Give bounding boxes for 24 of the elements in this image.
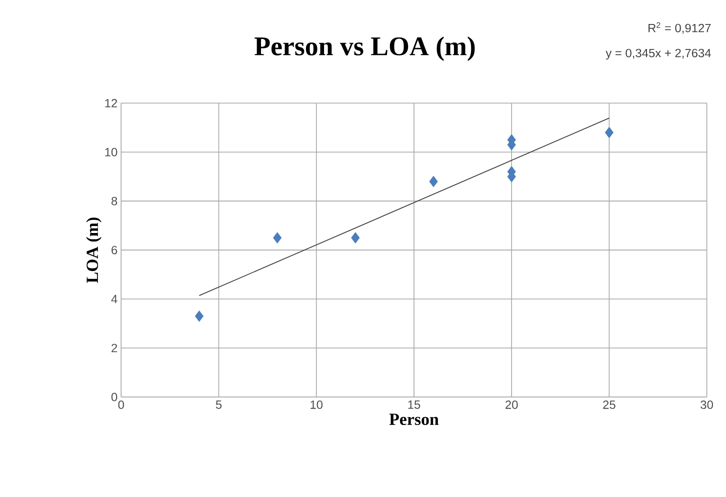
point xyxy=(194,310,204,322)
x-tick-label: 0 xyxy=(118,400,124,409)
point xyxy=(351,232,360,244)
y-tick-label: 0 xyxy=(111,392,118,402)
x-tick-label: 5 xyxy=(216,400,222,409)
text: y = 0,345x + 2,7634 xyxy=(606,48,711,60)
text: R$^{2}$ = 0,9127 xyxy=(648,22,711,34)
y-tick-label: 12 xyxy=(105,98,118,108)
x-axis-title: Person xyxy=(389,414,439,425)
y-tick-label: 6 xyxy=(112,246,118,254)
y-tick-label: 10 xyxy=(105,148,118,156)
x-tick-label: 15 xyxy=(408,400,420,409)
x-tick-label: 25 xyxy=(603,400,616,409)
y-axis-title: LOA (m) xyxy=(86,218,102,283)
y-tick-label: 4 xyxy=(111,294,118,304)
y-tick-label: 2 xyxy=(112,344,118,352)
point xyxy=(429,176,438,188)
point xyxy=(604,126,614,138)
x-tick-label: 20 xyxy=(506,400,518,409)
y-tick-label: 8 xyxy=(111,196,118,206)
x-tick-label: 10 xyxy=(310,400,323,409)
chart-title: Person vs LOA (m) xyxy=(254,36,475,61)
point xyxy=(273,232,282,244)
x-tick-label: 30 xyxy=(700,400,713,409)
